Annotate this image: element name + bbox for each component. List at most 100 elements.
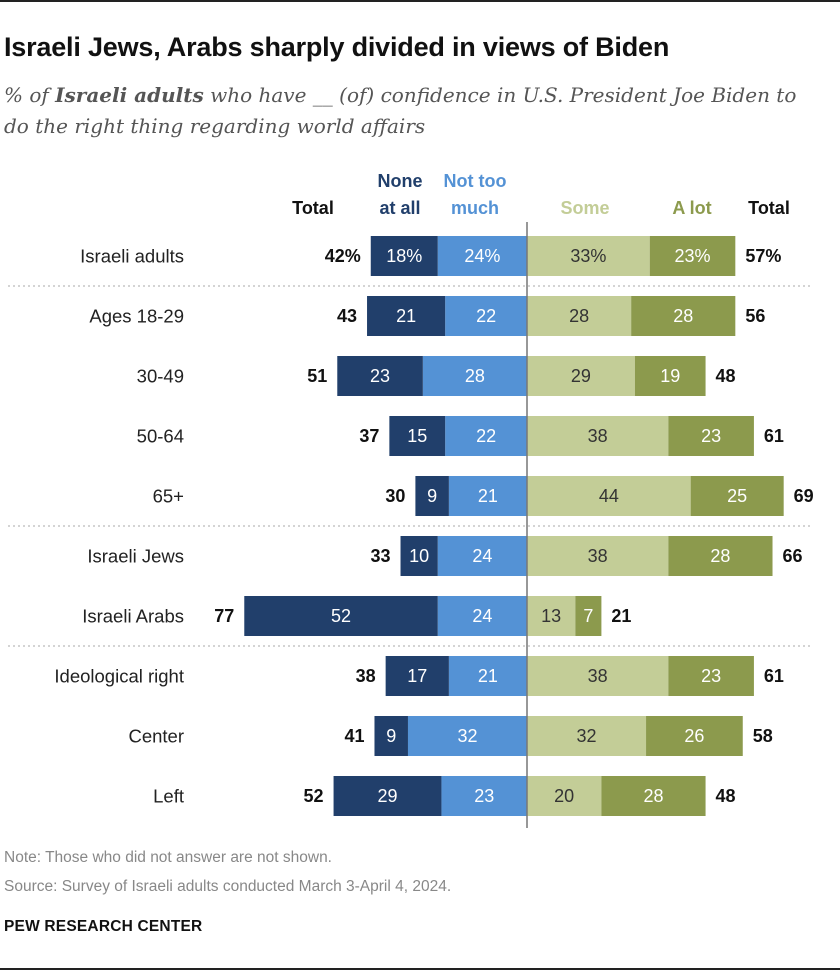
- bar-some: [527, 296, 632, 336]
- bar-none-at-all: [415, 476, 449, 516]
- value-label-not-too-much: 24: [472, 546, 492, 566]
- row-label: Ages 18-29: [89, 306, 184, 327]
- total-negative: 41: [344, 726, 364, 746]
- value-label-some: 38: [588, 426, 608, 446]
- total-negative: 52: [304, 786, 324, 806]
- bar-some: [527, 416, 669, 456]
- total-negative: 38: [356, 666, 376, 686]
- bar-some: [527, 536, 669, 576]
- header-right-total: Total: [748, 198, 790, 218]
- value-label-a-lot: 28: [673, 306, 693, 326]
- chart-source: Source: Survey of Israeli adults conduct…: [4, 878, 452, 895]
- bar-not-too-much: [437, 236, 527, 276]
- value-label-some: 44: [599, 486, 619, 506]
- header-not-too-much-line2: much: [451, 198, 499, 218]
- bar-some: [527, 236, 650, 276]
- bar-a-lot: [668, 656, 754, 696]
- bar-a-lot: [668, 416, 754, 456]
- bar-none-at-all: [389, 416, 446, 456]
- row-label: Israeli Jews: [87, 546, 184, 567]
- value-label-some: 32: [577, 726, 597, 746]
- value-label-a-lot: 23%: [675, 246, 711, 266]
- value-label-a-lot: 25: [727, 486, 747, 506]
- bar-some: [527, 776, 602, 816]
- total-positive: 69: [794, 486, 814, 506]
- value-label-a-lot: 19: [660, 366, 680, 386]
- total-negative: 77: [214, 606, 234, 626]
- value-label-none-at-all: 23: [370, 366, 390, 386]
- bar-a-lot: [646, 716, 743, 756]
- value-label-not-too-much: 21: [478, 486, 498, 506]
- row-label: Israeli adults: [80, 246, 184, 267]
- row-label: Left: [153, 786, 184, 807]
- total-positive: 56: [745, 306, 765, 326]
- total-positive: 61: [764, 426, 784, 446]
- total-negative: 42%: [325, 246, 361, 266]
- value-label-none-at-all: 18%: [386, 246, 422, 266]
- value-label-some: 28: [569, 306, 589, 326]
- row-label: 30-49: [137, 366, 184, 387]
- value-label-none-at-all: 21: [396, 306, 416, 326]
- value-label-not-too-much: 21: [478, 666, 498, 686]
- value-label-none-at-all: 29: [377, 786, 397, 806]
- bar-a-lot: [575, 596, 602, 636]
- total-positive: 21: [611, 606, 631, 626]
- row-label: 50-64: [137, 426, 184, 447]
- total-positive: 48: [716, 366, 736, 386]
- value-label-not-too-much: 32: [457, 726, 477, 746]
- value-label-not-too-much: 22: [476, 426, 496, 446]
- value-label-not-too-much: 23: [474, 786, 494, 806]
- value-label-some: 13: [541, 606, 561, 626]
- bar-a-lot: [690, 476, 784, 516]
- bar-a-lot: [649, 236, 736, 276]
- bar-none-at-all: [337, 356, 423, 396]
- subtitle-pre: % of: [4, 83, 56, 107]
- value-label-a-lot: 23: [701, 666, 721, 686]
- bar-not-too-much: [445, 416, 527, 456]
- bar-none-at-all: [385, 656, 449, 696]
- header-none-at-all-line2: at all: [379, 198, 420, 218]
- value-label-none-at-all: 9: [427, 486, 437, 506]
- header-left-total: Total: [292, 198, 334, 218]
- bar-not-too-much: [437, 536, 527, 576]
- value-label-not-too-much: 24: [472, 606, 492, 626]
- value-label-none-at-all: 15: [407, 426, 427, 446]
- value-label-a-lot: 28: [643, 786, 663, 806]
- total-negative: 43: [337, 306, 357, 326]
- value-label-a-lot: 28: [710, 546, 730, 566]
- value-label-none-at-all: 9: [386, 726, 396, 746]
- total-negative: 30: [385, 486, 405, 506]
- bar-some: [527, 656, 669, 696]
- header-some: Some: [560, 198, 609, 218]
- chart-title: Israeli Jews, Arabs sharply divided in v…: [4, 32, 670, 62]
- value-label-none-at-all: 10: [409, 546, 429, 566]
- value-label-some: 38: [588, 666, 608, 686]
- bar-none-at-all: [333, 776, 442, 816]
- value-label-a-lot: 26: [684, 726, 704, 746]
- bar-not-too-much: [445, 296, 527, 336]
- total-negative: 37: [359, 426, 379, 446]
- bar-not-too-much: [448, 476, 527, 516]
- total-positive: 61: [764, 666, 784, 686]
- bar-a-lot: [601, 776, 706, 816]
- value-label-not-too-much: 28: [465, 366, 485, 386]
- value-label-not-too-much: 24%: [464, 246, 500, 266]
- value-label-none-at-all: 17: [407, 666, 427, 686]
- row-label: Center: [128, 726, 184, 747]
- row-label: Israeli Arabs: [82, 606, 184, 627]
- top-rule: [0, 0, 840, 2]
- row-label: Ideological right: [54, 666, 184, 687]
- subtitle-bold: Israeli adults: [55, 83, 204, 107]
- bar-not-too-much: [448, 656, 527, 696]
- bar-a-lot: [634, 356, 706, 396]
- bottom-rule: [0, 968, 840, 970]
- value-label-none-at-all: 52: [331, 606, 351, 626]
- total-positive: 66: [783, 546, 803, 566]
- header-a-lot: A lot: [672, 198, 711, 218]
- value-label-some: 29: [571, 366, 591, 386]
- total-positive: 48: [716, 786, 736, 806]
- total-positive: 57%: [745, 246, 781, 266]
- bar-some: [527, 476, 691, 516]
- bar-none-at-all: [400, 536, 438, 576]
